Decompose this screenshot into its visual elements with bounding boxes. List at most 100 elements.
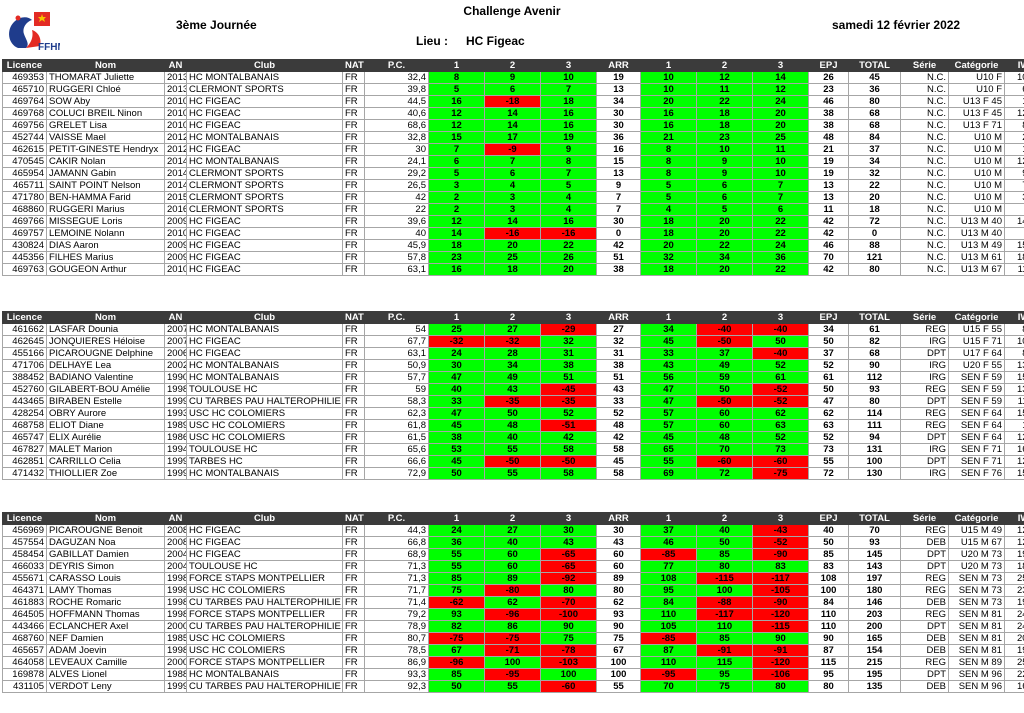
cell-serie: DPT bbox=[900, 395, 949, 408]
cell-categorie: U10 M bbox=[948, 143, 1005, 156]
cell-nom: VAISSE Mael bbox=[46, 131, 165, 144]
cell-nom: DAGUZAN Noa bbox=[46, 536, 165, 549]
cell-pc: 80,7 bbox=[364, 632, 429, 645]
cell-nat: FR bbox=[342, 263, 365, 276]
cell-cj-2: 115 bbox=[696, 656, 753, 669]
cell-epj: 11 bbox=[808, 203, 849, 216]
cell-categorie: SEN F 59 bbox=[948, 395, 1005, 408]
cell-snatch-3: 9 bbox=[540, 143, 597, 156]
cell-club: USC HC COLOMIERS bbox=[186, 419, 343, 432]
cell-serie: REG bbox=[900, 572, 949, 585]
cell-pc: 59 bbox=[364, 383, 429, 396]
cell-snatch-3: 90 bbox=[540, 620, 597, 633]
col-header-licence: Licence bbox=[2, 311, 47, 324]
cell-cj-2: 20 bbox=[696, 227, 753, 240]
cell-club: HC FIGEAC bbox=[186, 215, 343, 228]
col-header-an: AN bbox=[164, 311, 187, 324]
col-header-categorie: Catégorie bbox=[948, 311, 1005, 324]
cell-cj-1: 65 bbox=[640, 443, 697, 456]
cell-categorie: SEN M 73 bbox=[948, 584, 1005, 597]
cell-club: HC FIGEAC bbox=[186, 263, 343, 276]
cell-club: HC FIGEAC bbox=[186, 536, 343, 549]
cell-an: 2004 bbox=[164, 560, 187, 573]
col-header-cj-2: 2 bbox=[696, 512, 753, 525]
cell-nat: FR bbox=[342, 524, 365, 537]
cell-pc: 61,5 bbox=[364, 431, 429, 444]
col-header-iwf: IWF bbox=[1004, 512, 1024, 525]
cell-epj: 42 bbox=[808, 263, 849, 276]
cell-serie: N.C. bbox=[900, 119, 949, 132]
cell-cj-1: 16 bbox=[640, 119, 697, 132]
cell-nat: FR bbox=[342, 620, 365, 633]
cell-cj-1: 69 bbox=[640, 467, 697, 480]
cell-total: 82 bbox=[848, 335, 901, 348]
cell-nat: FR bbox=[342, 335, 365, 348]
cell-snatch-2: -96 bbox=[484, 608, 541, 621]
cell-epj: 26 bbox=[808, 71, 849, 84]
col-header-an: AN bbox=[164, 59, 187, 72]
logo-text: FFHM bbox=[38, 42, 60, 53]
cell-iwf: 157,07 bbox=[1004, 467, 1024, 480]
cell-epj: 100 bbox=[808, 584, 849, 597]
cell-total: 68 bbox=[848, 119, 901, 132]
table-row: 457554 DAGUZAN Noa 2008 HC FIGEAC FR 66,8 36 40… bbox=[2, 536, 1024, 549]
cell-nat: FR bbox=[342, 560, 365, 573]
cell-snatch-3: 16 bbox=[540, 119, 597, 132]
cell-cj-3: 20 bbox=[752, 119, 809, 132]
cell-categorie: SEN M 81 bbox=[948, 644, 1005, 657]
cell-licence: 452744 bbox=[2, 131, 47, 144]
cell-cj-1: -85 bbox=[640, 548, 697, 561]
cell-iwf: 91,48 bbox=[1004, 167, 1024, 180]
cell-pc: 57,8 bbox=[364, 251, 429, 264]
cell-epj: 72 bbox=[808, 467, 849, 480]
cell-epj: 42 bbox=[808, 227, 849, 240]
cell-nom: PICAROUGNE Delphine bbox=[46, 347, 165, 360]
cell-categorie: U15 F 55 bbox=[948, 323, 1005, 336]
cell-total: 72 bbox=[848, 215, 901, 228]
cell-cj-3: -120 bbox=[752, 656, 809, 669]
cell-arr: 38 bbox=[596, 263, 641, 276]
cell-an: 2009 bbox=[164, 239, 187, 252]
cell-cj-3: 61 bbox=[752, 371, 809, 384]
cell-nat: FR bbox=[342, 83, 365, 96]
col-header-snatch-3: 3 bbox=[540, 59, 597, 72]
cell-licence: 465954 bbox=[2, 167, 47, 180]
cell-snatch-3: -78 bbox=[540, 644, 597, 657]
cell-club: USC HC COLOMIERS bbox=[186, 632, 343, 645]
cell-licence: 471780 bbox=[2, 191, 47, 204]
cell-cj-3: 36 bbox=[752, 251, 809, 264]
cell-licence: 464505 bbox=[2, 608, 47, 621]
col-header-total: TOTAL bbox=[848, 59, 901, 72]
cell-nat: FR bbox=[342, 443, 365, 456]
cell-cj-1: 43 bbox=[640, 359, 697, 372]
table-row: 445356 FILHES Marius 2009 HC FIGEAC FR 57,8 23… bbox=[2, 251, 1024, 264]
cell-arr: 15 bbox=[596, 155, 641, 168]
cell-club: CLERMONT SPORTS bbox=[186, 203, 343, 216]
cell-nom: MALET Marion bbox=[46, 443, 165, 456]
cell-total: 121 bbox=[848, 251, 901, 264]
table-row: 468860 RUGGERI Marius 2016 CLERMONT SPORTS F… bbox=[2, 203, 1024, 216]
cell-snatch-1: 33 bbox=[428, 395, 485, 408]
cell-snatch-1: -75 bbox=[428, 632, 485, 645]
cell-nat: FR bbox=[342, 455, 365, 468]
cell-licence: 443466 bbox=[2, 620, 47, 633]
cell-nom: JONQUIERES Héloise bbox=[46, 335, 165, 348]
table-row: 469756 GRELET Lisa 2010 HC FIGEAC FR 68,6 12 14… bbox=[2, 119, 1024, 132]
cell-epj: 21 bbox=[808, 143, 849, 156]
cell-cj-2: 60 bbox=[696, 419, 753, 432]
cell-total: 70 bbox=[848, 524, 901, 537]
cell-club: TOULOUSE HC bbox=[186, 383, 343, 396]
cell-arr: 43 bbox=[596, 383, 641, 396]
lieu-label: Lieu : bbox=[416, 34, 448, 48]
col-header-snatch-1: 1 bbox=[428, 311, 485, 324]
cell-snatch-1: -32 bbox=[428, 335, 485, 348]
cell-snatch-1: 12 bbox=[428, 107, 485, 120]
cell-categorie: SEN M 81 bbox=[948, 632, 1005, 645]
cell-categorie: U13 M 67 bbox=[948, 263, 1005, 276]
cell-cj-2: 9 bbox=[696, 155, 753, 168]
page-title: Challenge Avenir bbox=[463, 4, 561, 18]
cell-arr: 58 bbox=[596, 443, 641, 456]
cell-epj: 38 bbox=[808, 107, 849, 120]
col-header-snatch-3: 3 bbox=[540, 512, 597, 525]
cell-total: 84 bbox=[848, 131, 901, 144]
